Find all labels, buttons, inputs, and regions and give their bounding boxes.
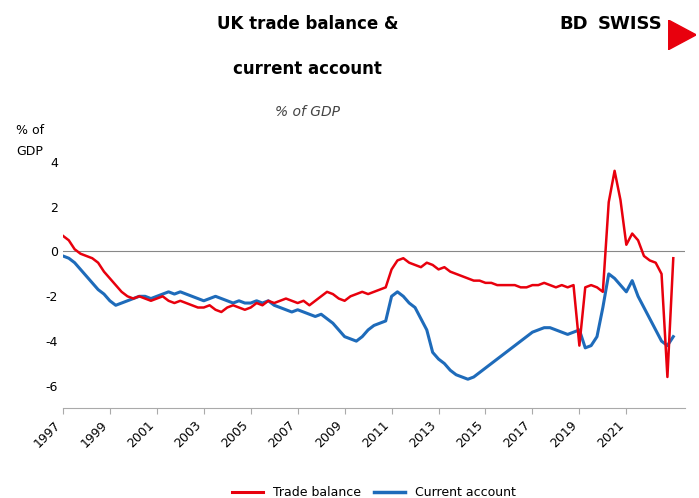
Text: SWISS: SWISS — [598, 15, 663, 33]
Text: UK trade balance &: UK trade balance & — [217, 15, 398, 33]
Text: BD: BD — [559, 15, 588, 33]
Polygon shape — [668, 20, 696, 50]
Text: GDP: GDP — [16, 145, 43, 158]
Text: % of: % of — [16, 124, 44, 137]
Legend: Trade balance, Current account: Trade balance, Current account — [227, 481, 521, 498]
Text: current account: current account — [233, 60, 382, 78]
Text: % of GDP: % of GDP — [275, 105, 340, 119]
